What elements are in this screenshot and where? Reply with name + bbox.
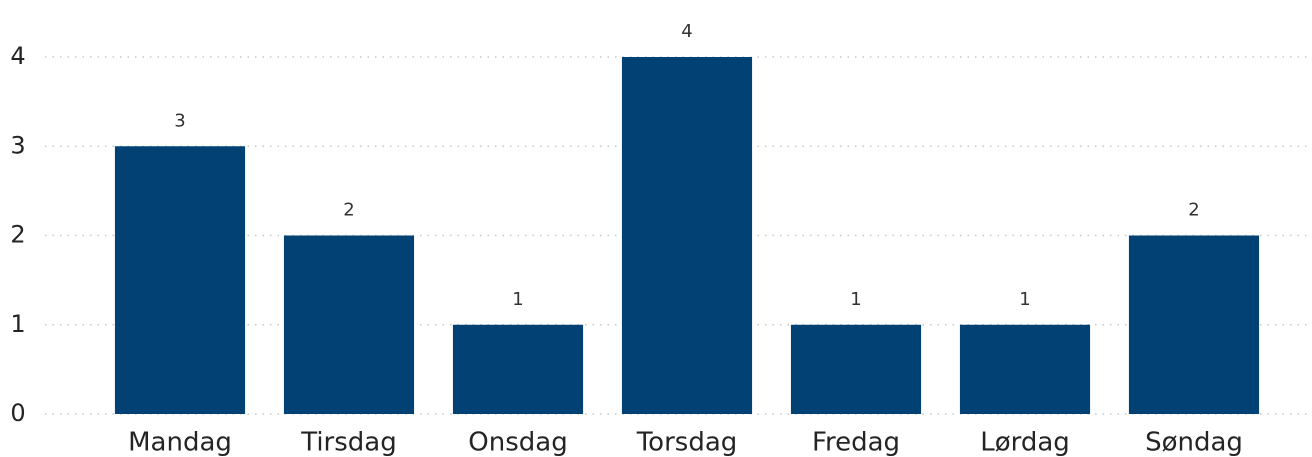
- bar: [1128, 235, 1260, 414]
- x-tick-label: Onsdag: [468, 428, 567, 457]
- data-label: 1: [850, 289, 861, 310]
- data-label: 1: [512, 289, 523, 310]
- x-tick-label: Søndag: [1145, 428, 1243, 457]
- y-tick-label: 0: [10, 399, 25, 427]
- y-tick-label: 3: [10, 131, 25, 159]
- data-label: 2: [343, 200, 354, 221]
- bar: [114, 146, 246, 414]
- bar: [790, 324, 922, 414]
- data-label: 3: [174, 110, 185, 131]
- bar: [621, 57, 753, 414]
- data-label: 4: [681, 21, 692, 42]
- y-tick-label: 2: [10, 221, 25, 249]
- y-tick-label: 4: [10, 42, 25, 70]
- x-tick-label: Tirsdag: [300, 428, 396, 457]
- bar: [452, 324, 584, 414]
- y-tick-label: 1: [10, 310, 25, 338]
- x-tick-label: Lørdag: [980, 428, 1070, 457]
- data-label: 2: [1188, 200, 1199, 221]
- data-label: 1: [1019, 289, 1030, 310]
- x-tick-label: Mandag: [128, 428, 232, 457]
- bar: [959, 324, 1091, 414]
- x-tick-label: Torsdag: [636, 428, 738, 457]
- bar: [283, 235, 415, 414]
- x-tick-label: Fredag: [812, 428, 900, 457]
